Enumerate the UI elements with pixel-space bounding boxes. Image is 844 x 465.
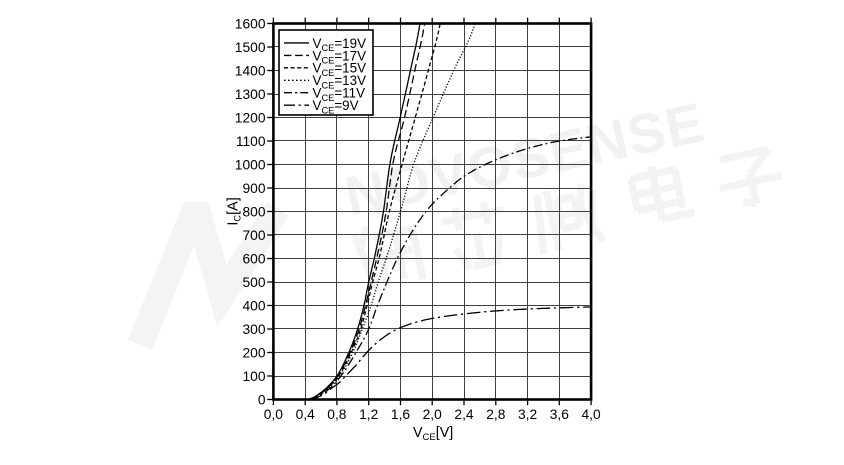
svg-text:VCE=9V: VCE=9V xyxy=(313,98,359,115)
svg-text:1000: 1000 xyxy=(235,157,266,172)
svg-text:300: 300 xyxy=(242,322,265,337)
svg-text:0,4: 0,4 xyxy=(296,407,316,422)
svg-text:3,6: 3,6 xyxy=(550,407,570,422)
svg-text:700: 700 xyxy=(242,228,265,243)
svg-text:2,8: 2,8 xyxy=(486,407,506,422)
svg-text:1400: 1400 xyxy=(235,63,266,78)
svg-text:200: 200 xyxy=(242,345,265,360)
svg-text:900: 900 xyxy=(242,181,265,196)
svg-text:1600: 1600 xyxy=(235,16,266,31)
svg-text:VCE=15V: VCE=15V xyxy=(313,61,367,78)
svg-text:1500: 1500 xyxy=(235,40,266,55)
svg-text:800: 800 xyxy=(242,204,265,219)
svg-text:1,2: 1,2 xyxy=(359,407,378,422)
svg-text:0,0: 0,0 xyxy=(264,407,284,422)
svg-text:0,8: 0,8 xyxy=(327,407,347,422)
svg-text:100: 100 xyxy=(242,369,265,384)
svg-text:1200: 1200 xyxy=(235,110,266,125)
svg-text:1,6: 1,6 xyxy=(391,407,411,422)
svg-text:1100: 1100 xyxy=(236,134,266,149)
svg-text:400: 400 xyxy=(242,298,265,313)
svg-text:3,2: 3,2 xyxy=(518,407,537,422)
svg-text:2,0: 2,0 xyxy=(423,407,443,422)
svg-text:600: 600 xyxy=(242,251,265,266)
svg-text:4,0: 4,0 xyxy=(582,407,602,422)
svg-text:1300: 1300 xyxy=(235,87,266,102)
svg-text:500: 500 xyxy=(242,275,265,290)
svg-text:2,4: 2,4 xyxy=(454,407,474,422)
svg-text:0: 0 xyxy=(258,392,266,407)
